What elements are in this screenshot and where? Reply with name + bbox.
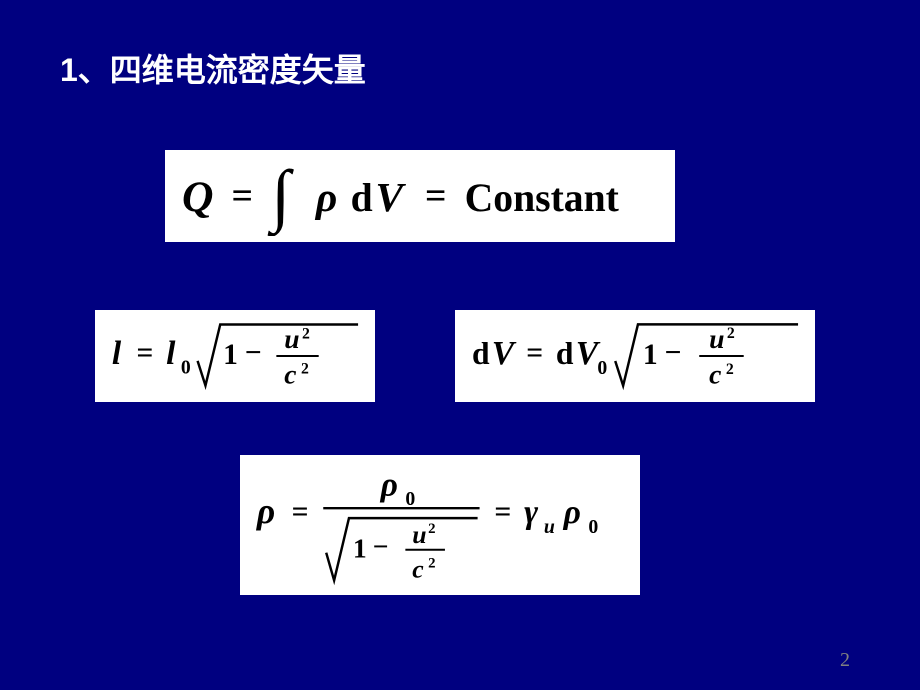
svg-text:d: d [556,336,574,371]
equation-charge-integral: Q = ∫ ρ d V = Constant [165,150,675,242]
svg-text:1: 1 [643,339,658,371]
svg-text:=: = [292,496,309,528]
svg-text:2: 2 [727,325,735,342]
svg-text:ρ: ρ [563,494,581,531]
svg-text:0: 0 [181,357,191,379]
svg-text:2: 2 [428,555,435,571]
svg-text:u: u [709,323,724,354]
svg-text:ρ: ρ [314,175,337,221]
svg-text:=: = [137,337,154,369]
svg-text:l: l [166,335,176,372]
svg-text:2: 2 [302,325,310,342]
svg-text:2: 2 [428,520,435,536]
svg-text:l: l [112,335,122,372]
svg-text:=: = [526,337,543,369]
svg-text:Q: Q [182,173,214,221]
slide-title: 1、四维电流密度矢量 [60,45,366,91]
svg-text:∫: ∫ [267,157,294,236]
equation-length-contraction: l = l 0 1 − u 2 c 2 [95,310,375,402]
svg-text:2: 2 [726,361,734,378]
svg-text:u: u [284,323,299,354]
svg-text:V: V [375,175,406,221]
svg-text:ρ: ρ [256,491,275,531]
svg-text:c: c [284,359,296,390]
svg-text:Constant: Constant [465,176,620,220]
svg-text:ρ: ρ [380,466,398,503]
svg-text:=: = [425,175,446,217]
svg-text:c: c [412,554,424,583]
equation-charge-density: ρ = ρ 0 1 − u 2 c 2 = γ u ρ 0 [240,455,640,595]
svg-text:d: d [472,336,490,371]
svg-text:=: = [494,496,511,528]
svg-text:1: 1 [353,532,367,563]
svg-text:−: − [665,337,682,369]
svg-text:2: 2 [301,361,309,378]
svg-text:=: = [232,175,253,217]
svg-text:γ: γ [524,494,538,531]
svg-text:−: − [245,337,262,369]
svg-text:−: − [373,530,389,561]
svg-text:u: u [544,515,555,537]
page-number: 2 [840,649,850,672]
svg-text:0: 0 [405,488,415,510]
svg-text:0: 0 [588,515,598,537]
equation-volume-contraction: d V = d V 0 1 − u 2 c 2 [455,310,815,402]
svg-text:1: 1 [223,339,238,371]
svg-text:c: c [709,359,721,390]
svg-text:V: V [492,335,517,372]
svg-text:u: u [412,519,426,548]
svg-text:0: 0 [597,357,607,379]
svg-text:d: d [351,176,373,220]
